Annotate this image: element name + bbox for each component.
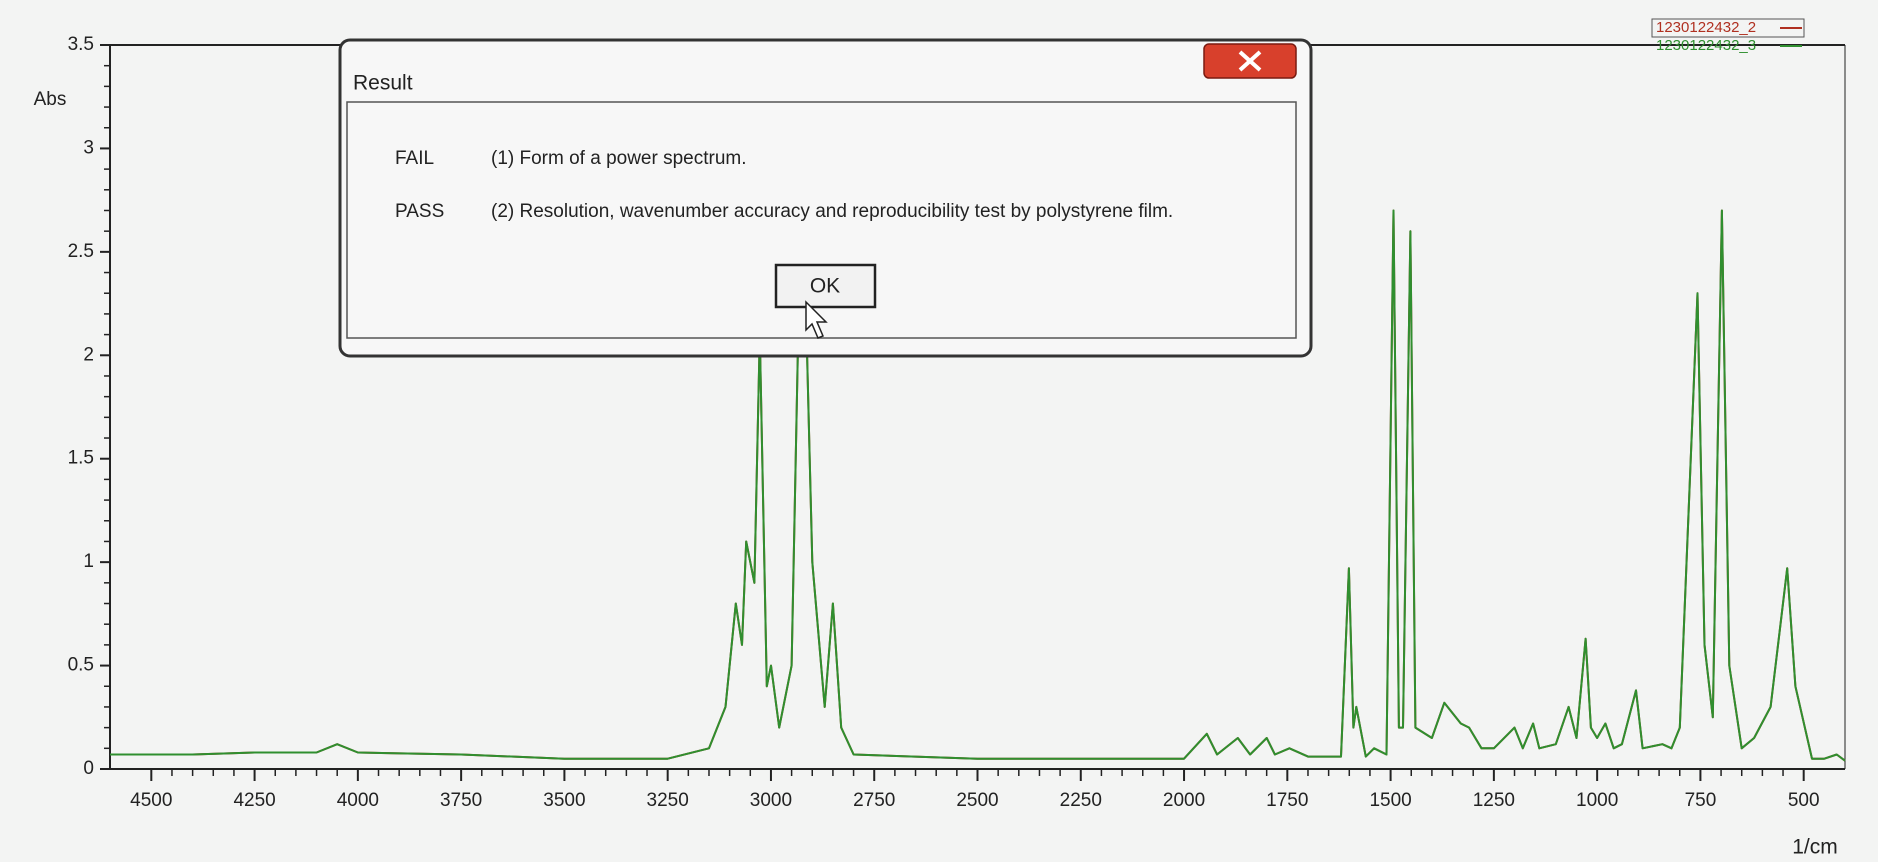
y-tick-label: 3.5 [68, 34, 94, 55]
ok-button[interactable]: OK [774, 263, 877, 309]
y-tick-label: 1.5 [68, 448, 94, 469]
y-axis-label: Abs [34, 89, 67, 110]
mouse-cursor [805, 300, 828, 339]
x-axis-label: 1/cm [1792, 836, 1838, 859]
x-tick-label: 2000 [1163, 790, 1205, 811]
x-tick-label: 2500 [956, 790, 998, 811]
x-tick-label: 4250 [233, 790, 275, 811]
x-tick-label: 1000 [1576, 790, 1618, 811]
y-tick-label: 0 [83, 758, 94, 779]
y-tick-label: 2 [83, 344, 94, 365]
spectrum-line [110, 147, 1846, 762]
y-tick-label: 2.5 [68, 241, 94, 262]
legend-label: 1230122432_2 [1656, 19, 1756, 36]
dialog-title: Result [353, 72, 413, 95]
x-tick-label: 3750 [440, 790, 482, 811]
ok-button-bg[interactable] [774, 263, 877, 309]
x-tick-label: 4000 [337, 790, 379, 811]
status: FAIL [395, 148, 434, 169]
status: PASS [395, 201, 444, 222]
x-tick-label: 2250 [1060, 790, 1102, 811]
x-tick-label: 500 [1788, 790, 1820, 811]
x-tick-label: 1750 [1266, 790, 1308, 811]
close-icon[interactable] [1238, 50, 1262, 72]
dialog: Result FAIL (1) Form of a power spectrum… [338, 38, 1313, 358]
x-tick-label: 3500 [543, 790, 585, 811]
x-tick-label: 3250 [647, 790, 689, 811]
test-description: (1) Form of a power spectrum. [491, 148, 747, 169]
x-tick-label: 4500 [130, 790, 172, 811]
x-tick-label: 2750 [853, 790, 895, 811]
y-tick-label: 3 [83, 137, 94, 158]
y-tick-label: 0.5 [68, 655, 94, 676]
legend-box [1651, 18, 1805, 38]
x-tick-label: 1500 [1369, 790, 1411, 811]
legend-label: 1230122432_3 [1656, 37, 1756, 54]
legend [1651, 18, 1805, 38]
y-tick-label: 1 [83, 551, 94, 572]
test-description: (2) Resolution, wavenumber accuracy and … [491, 201, 1173, 222]
close-button[interactable] [1203, 43, 1297, 79]
x-tick-label: 1250 [1473, 790, 1515, 811]
x-tick-label: 3000 [750, 790, 792, 811]
ok-button-label[interactable]: OK [810, 275, 840, 298]
x-tick-label: 750 [1685, 790, 1717, 811]
